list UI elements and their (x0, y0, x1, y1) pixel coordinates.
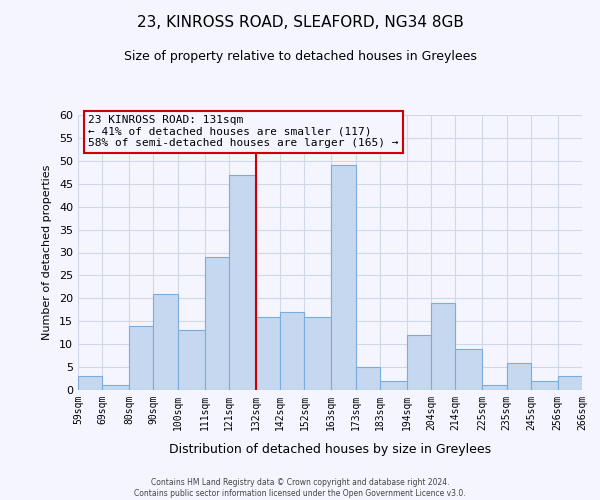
Bar (482, 386, 506, 390)
Bar (531, 381, 557, 390)
Bar (304, 316, 331, 390)
Bar (331, 166, 356, 390)
Bar (506, 362, 531, 390)
Bar (78, 376, 103, 390)
Bar (256, 316, 280, 390)
Bar (557, 376, 582, 390)
Text: 23 KINROSS ROAD: 131sqm
← 41% of detached houses are smaller (117)
58% of semi-d: 23 KINROSS ROAD: 131sqm ← 41% of detache… (88, 115, 398, 148)
Bar (229, 174, 256, 390)
Bar (431, 303, 455, 390)
Bar (455, 349, 482, 390)
Bar (407, 335, 431, 390)
Bar (154, 294, 178, 390)
Bar (103, 386, 129, 390)
Bar (280, 312, 304, 390)
Bar (356, 367, 380, 390)
Bar (380, 381, 407, 390)
Bar (178, 330, 205, 390)
Bar (205, 257, 229, 390)
Text: Distribution of detached houses by size in Greylees: Distribution of detached houses by size … (169, 442, 491, 456)
Text: Size of property relative to detached houses in Greylees: Size of property relative to detached ho… (124, 50, 476, 63)
Y-axis label: Number of detached properties: Number of detached properties (42, 165, 52, 340)
Text: Contains HM Land Registry data © Crown copyright and database right 2024.
Contai: Contains HM Land Registry data © Crown c… (134, 478, 466, 498)
Bar (129, 326, 154, 390)
Text: 23, KINROSS ROAD, SLEAFORD, NG34 8GB: 23, KINROSS ROAD, SLEAFORD, NG34 8GB (137, 15, 463, 30)
